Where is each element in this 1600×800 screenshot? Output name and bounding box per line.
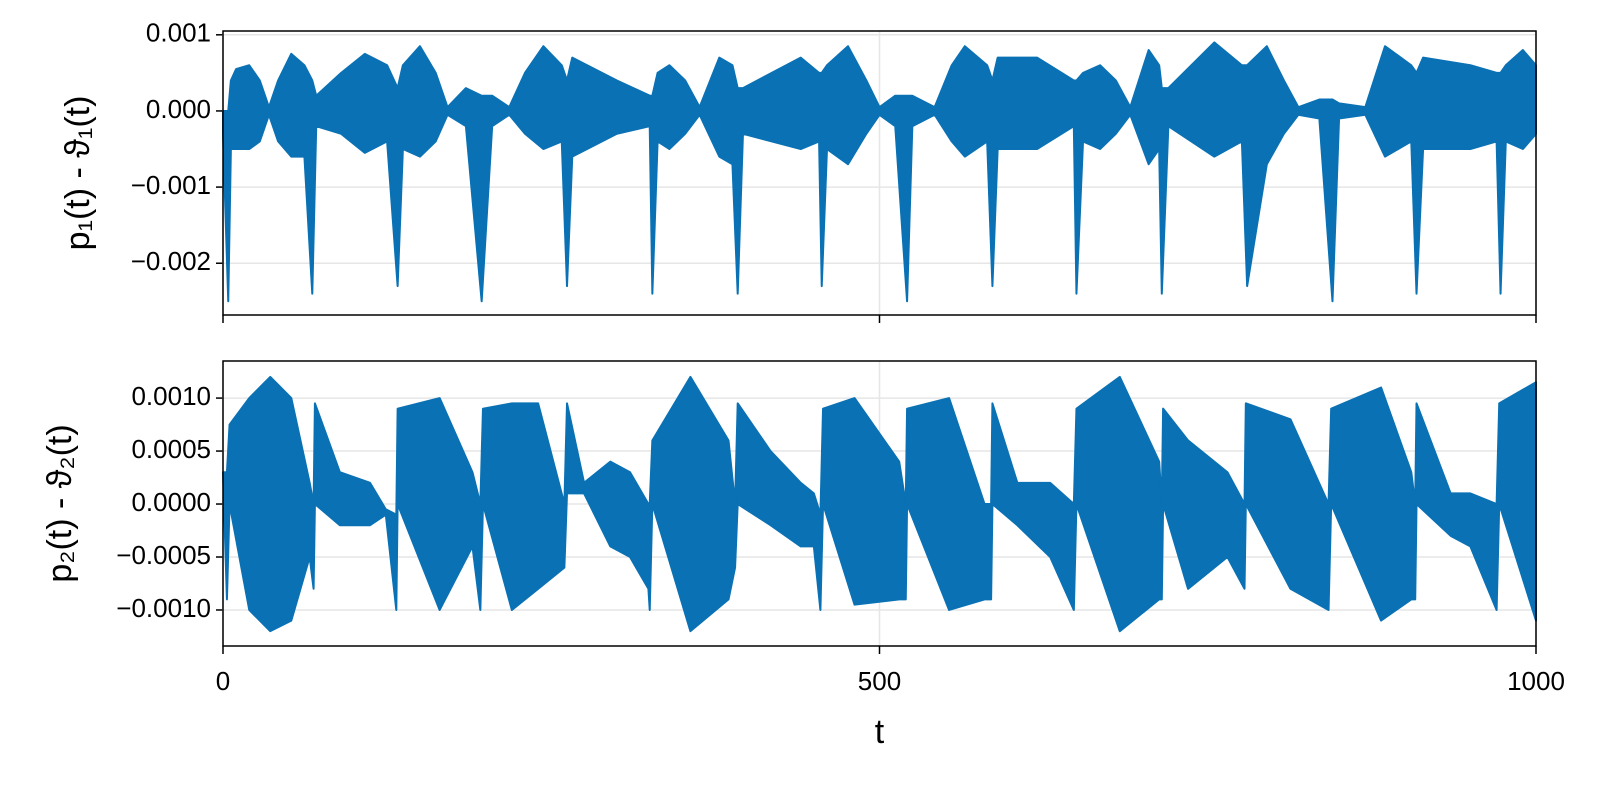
- x-tick-label: 500: [858, 666, 901, 696]
- x-axis-label: t: [875, 713, 885, 751]
- y-tick-label: 0.0005: [131, 434, 211, 464]
- y-tick-label: −0.002: [131, 246, 211, 276]
- y-tick-label: 0.000: [146, 94, 211, 124]
- y-tick-label: −0.0010: [116, 593, 211, 623]
- y-tick-label: 0.0010: [131, 381, 211, 411]
- plot-frame: [222, 30, 1537, 316]
- y-axis-label: p₁(t) - ϑ₁(t): [59, 96, 97, 251]
- plot-frame: [222, 360, 1537, 647]
- y-axis-label: p₂(t) - ϑ₂(t): [41, 424, 79, 582]
- y-tick-label: 0.0000: [131, 487, 211, 517]
- y-tick-label: −0.001: [131, 170, 211, 200]
- x-tick-label: 1000: [1507, 666, 1565, 696]
- y-tick-label: −0.0005: [116, 540, 211, 570]
- x-tick-label: 0: [216, 666, 230, 696]
- y-tick-label: 0.001: [146, 18, 211, 48]
